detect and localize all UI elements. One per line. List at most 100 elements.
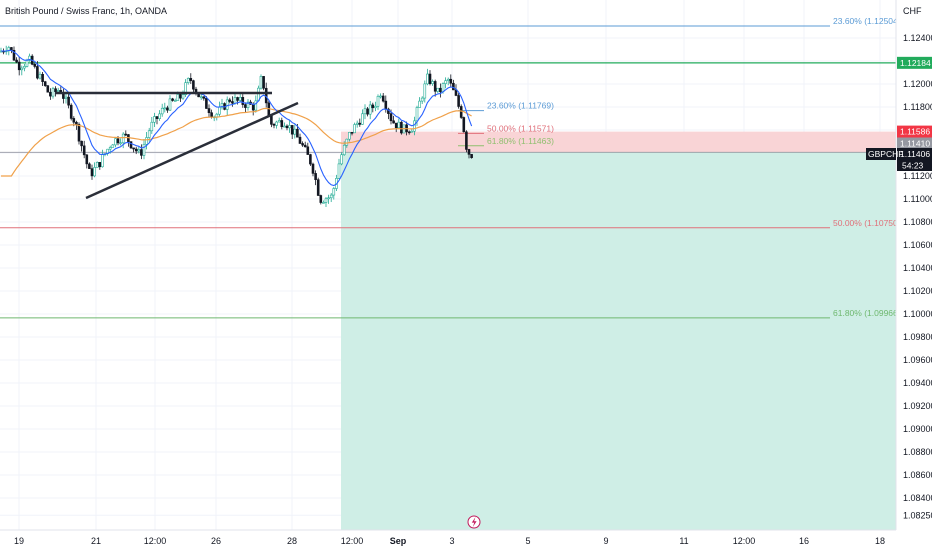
candle-body	[218, 106, 221, 115]
candle-body	[228, 99, 232, 102]
candle-body	[431, 81, 434, 84]
price-label-bg	[897, 148, 932, 160]
candle-body	[129, 141, 133, 149]
candle-body	[233, 97, 237, 104]
candle-body	[309, 154, 312, 165]
price-tick-label: 1.10200	[903, 286, 932, 296]
candle-body	[207, 108, 211, 113]
candle-body	[238, 96, 242, 101]
candle-body	[33, 64, 37, 67]
candle-body	[314, 173, 317, 180]
candle-body	[54, 88, 57, 92]
candle-body	[470, 154, 473, 159]
candle-body	[342, 144, 346, 156]
fib-level-label: 61.80% (1.11463)	[487, 136, 554, 146]
candle-body	[454, 89, 458, 96]
time-tick-label: 11	[679, 536, 688, 546]
candle-body	[423, 83, 427, 99]
candle-body	[20, 67, 24, 71]
candle-body	[210, 112, 213, 118]
price-tick-label: 1.09200	[903, 401, 932, 411]
candle-body	[246, 101, 250, 108]
horizontal-levels	[0, 25, 896, 319]
candle-body	[168, 98, 172, 111]
candle-body	[231, 101, 234, 104]
price-tick-label: 1.11000	[903, 194, 932, 204]
candle-body	[137, 149, 141, 152]
time-axis[interactable]	[0, 530, 932, 550]
time-tick-label: 3	[449, 536, 454, 546]
candle-body	[202, 96, 206, 99]
triangle-bottom-line[interactable]	[85, 101, 299, 200]
price-axis[interactable]	[896, 0, 932, 530]
candle-body	[251, 104, 255, 111]
price-tick-label: 1.08400	[903, 493, 932, 503]
candle-body	[49, 91, 52, 97]
candle-body	[173, 100, 177, 102]
countdown-bg	[897, 160, 932, 171]
candle-body	[90, 168, 94, 177]
candle-body	[160, 107, 164, 115]
candle-body	[67, 96, 70, 106]
time-tick-label: 16	[799, 536, 809, 546]
candle-body	[163, 107, 167, 110]
candle-body	[444, 80, 447, 84]
price-tick-label: 1.08600	[903, 470, 932, 480]
candle-body	[355, 122, 359, 125]
candle-body	[111, 144, 115, 148]
candle-body	[36, 66, 39, 79]
candle-body	[171, 98, 174, 101]
candle-body	[41, 73, 44, 82]
candle-body	[72, 118, 76, 123]
candle-body	[51, 88, 55, 97]
candle-body	[56, 90, 60, 92]
candle-body	[415, 107, 419, 122]
time-tick-label: 12:00	[341, 536, 364, 546]
fib-level-label: 23.60% (1.11769)	[487, 101, 554, 111]
candle-body	[28, 55, 31, 61]
candle-body	[142, 143, 146, 156]
position-zones	[341, 131, 896, 530]
candle-body	[348, 132, 351, 140]
ema-fast-line	[0, 49, 473, 187]
candle-body	[459, 106, 463, 118]
candle-body	[116, 138, 120, 144]
time-tick-label: 19	[14, 536, 24, 546]
time-tick-label: 26	[211, 536, 221, 546]
candle-body	[368, 104, 372, 115]
candle-body	[101, 154, 104, 168]
candle-body	[75, 121, 78, 125]
price-tick-label: 1.10000	[903, 309, 932, 319]
candle-body	[140, 149, 143, 156]
stop-loss-zone[interactable]	[341, 131, 896, 153]
candle-body	[275, 121, 278, 126]
candle-body	[439, 87, 442, 93]
candle-body	[366, 108, 369, 115]
price-tick-label: 1.09000	[903, 424, 932, 434]
candle-body	[192, 80, 195, 90]
price-label-bg	[897, 137, 932, 150]
fib-level-label: 23.60% (1.12504)	[833, 16, 901, 26]
fib-level-label: 50.00% (1.11571)	[487, 123, 554, 133]
candle-body	[293, 128, 297, 135]
candle-body	[301, 143, 304, 146]
candle-body	[465, 131, 468, 150]
candle-body	[311, 163, 315, 174]
candle-body	[319, 195, 323, 203]
candle-body	[337, 163, 341, 179]
price-label: 1.11586	[900, 127, 930, 137]
trendlines[interactable]	[55, 91, 299, 200]
take-profit-zone[interactable]	[341, 152, 896, 530]
candle-body	[457, 95, 460, 107]
price-tick-label: 1.09400	[903, 378, 932, 388]
candle-body	[15, 59, 18, 63]
candle-body	[272, 124, 276, 126]
lightning-icon[interactable]	[467, 515, 481, 529]
time-tick-label: Sep	[390, 536, 407, 546]
candle-body	[121, 133, 125, 144]
candle-body	[363, 108, 367, 115]
candle-body	[46, 85, 50, 93]
candle-body	[132, 147, 135, 150]
candle-body	[322, 202, 325, 204]
